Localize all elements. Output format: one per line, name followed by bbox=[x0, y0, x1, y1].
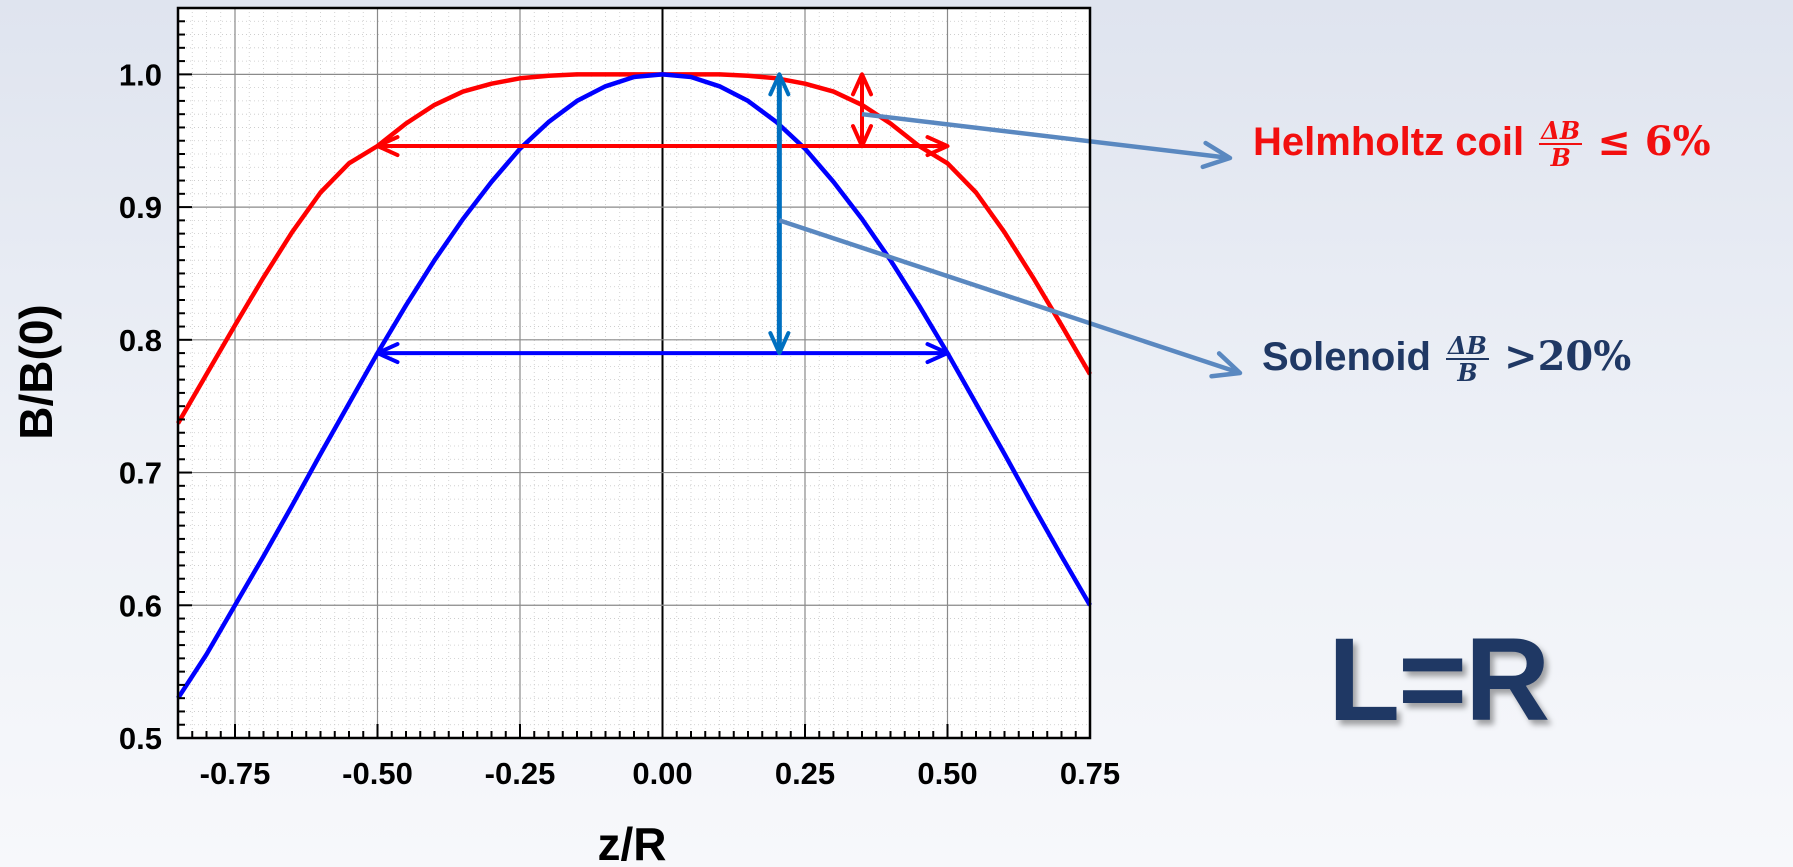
arrowhead bbox=[925, 342, 950, 365]
arrowhead bbox=[925, 135, 950, 158]
helmholtz-label: Helmholtz coil bbox=[1253, 120, 1525, 164]
solenoid-fraction: ΔB B bbox=[1446, 331, 1489, 388]
y-axis-label: B/B(0) bbox=[10, 304, 62, 439]
x-tick-label: 0.00 bbox=[632, 756, 692, 791]
x-tick-label: -0.75 bbox=[200, 756, 271, 791]
y-tick-label: 0.9 bbox=[119, 190, 162, 225]
solenoid-fraction-denominator: B bbox=[1457, 358, 1478, 388]
series-line-1 bbox=[176, 72, 1092, 700]
helmholtz-callout-arrow bbox=[861, 111, 1231, 161]
solenoid-fraction-numerator: ΔB bbox=[1446, 331, 1489, 361]
x-tick-label: 0.25 bbox=[775, 756, 835, 791]
arrowhead bbox=[768, 331, 791, 356]
arrowhead bbox=[851, 124, 873, 149]
arrowhead bbox=[851, 72, 873, 97]
helmholtz-fraction: ΔB B bbox=[1539, 116, 1583, 173]
series-layer bbox=[176, 72, 1092, 700]
axes-layer bbox=[176, 6, 1092, 740]
series-line-0 bbox=[176, 72, 1092, 425]
helmholtz-fraction-numerator: ΔB bbox=[1539, 116, 1583, 146]
length-radius-condition: L=R bbox=[1328, 614, 1550, 746]
arrowhead bbox=[375, 342, 400, 365]
solenoid-callout-arrow bbox=[778, 218, 1241, 376]
arrowhead bbox=[768, 72, 791, 97]
callout-layer bbox=[778, 111, 1243, 379]
helmholtz-callout-arrow-head bbox=[1200, 140, 1233, 170]
helmholtz-fraction-denominator: B bbox=[1550, 143, 1571, 173]
x-axis-label: z/R bbox=[598, 818, 667, 867]
x-tick-label: 0.50 bbox=[917, 756, 977, 791]
x-tick-label: 0.75 bbox=[1060, 756, 1120, 791]
solenoid-annotation: Solenoid ΔB B >20% bbox=[1262, 333, 1631, 386]
solenoid-label: Solenoid bbox=[1262, 335, 1431, 379]
y-tick-label: 1.0 bbox=[119, 57, 162, 92]
arrow-layer bbox=[375, 72, 950, 365]
y-tick-label: 0.5 bbox=[119, 721, 162, 756]
y-tick-label: 0.6 bbox=[119, 588, 162, 623]
helmholtz-relation: ≤ 6% bbox=[1597, 118, 1711, 165]
helmholtz-annotation: Helmholtz coil ΔB B ≤ 6% bbox=[1253, 118, 1711, 171]
x-tick-label: -0.25 bbox=[485, 756, 556, 791]
arrowhead bbox=[375, 135, 400, 158]
solenoid-relation: >20% bbox=[1504, 333, 1632, 380]
x-tick-label: -0.50 bbox=[342, 756, 413, 791]
y-tick-label: 0.7 bbox=[119, 456, 162, 491]
tick-labels: -0.75 -0.50 -0.25 0.00 0.25 0.50 0.75 0.5 0.6 0.7… bbox=[119, 57, 1120, 791]
solenoid-callout-arrow-head bbox=[1209, 351, 1243, 379]
y-tick-label: 0.8 bbox=[119, 323, 162, 358]
